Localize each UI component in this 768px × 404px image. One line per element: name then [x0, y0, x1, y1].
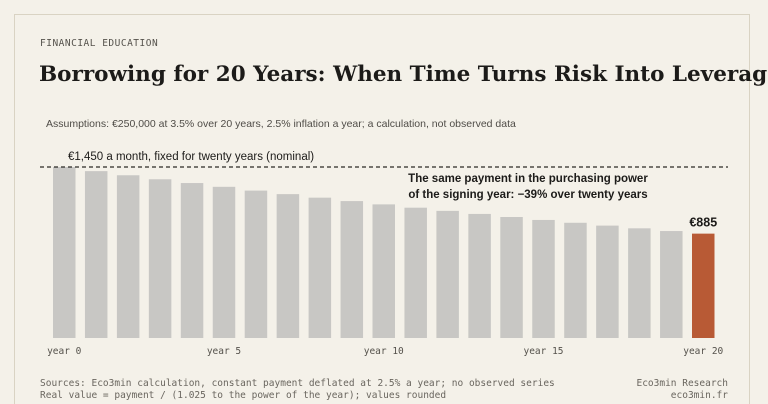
bar: [84, 171, 108, 338]
annotation-line: of the signing year: −39% over twenty ye…: [408, 189, 647, 201]
bar: [372, 204, 395, 338]
brand-name: Eco3min Research: [636, 378, 728, 389]
bar: [276, 194, 300, 338]
bar: [468, 213, 491, 338]
highlight-value-label: €885: [689, 216, 717, 230]
bar: [148, 179, 172, 338]
bar: [564, 222, 587, 338]
bar: [500, 217, 523, 338]
bar: [404, 207, 427, 338]
page-title: Borrowing for 20 Years: When Time Turns …: [39, 62, 768, 87]
bar: [53, 167, 76, 338]
annotation-line: The same payment in the purchasing power: [408, 173, 648, 185]
formula-note: Real value = payment / (1.025 to the pow…: [40, 390, 447, 401]
bar: [340, 201, 364, 338]
bar: [116, 175, 140, 338]
bar: [436, 210, 459, 338]
sources-note: Sources: Eco3min calculation, constant p…: [40, 378, 555, 389]
bar: [532, 219, 555, 338]
assumptions-subtitle: Assumptions: €250,000 at 3.5% over 20 ye…: [46, 118, 516, 130]
x-tick-label: year 5: [207, 346, 241, 357]
bar: [308, 197, 332, 338]
x-tick-label: year 10: [364, 346, 404, 357]
bar: [596, 225, 619, 338]
site-url[interactable]: eco3min.fr: [670, 390, 728, 401]
x-tick-label: year 20: [683, 346, 723, 357]
bar: [244, 190, 268, 338]
x-tick-label: year 15: [523, 346, 563, 357]
x-tick-label: year 0: [47, 346, 82, 357]
kicker-label: FINANCIAL EDUCATION: [40, 38, 159, 49]
reference-line-label: €1,450 a month, fixed for twenty years (…: [68, 151, 314, 163]
bar: [660, 231, 683, 338]
bar: [212, 186, 236, 338]
bar-highlight: [692, 233, 715, 338]
card-frame: [14, 14, 750, 404]
bar: [180, 183, 204, 338]
bar: [628, 228, 651, 338]
